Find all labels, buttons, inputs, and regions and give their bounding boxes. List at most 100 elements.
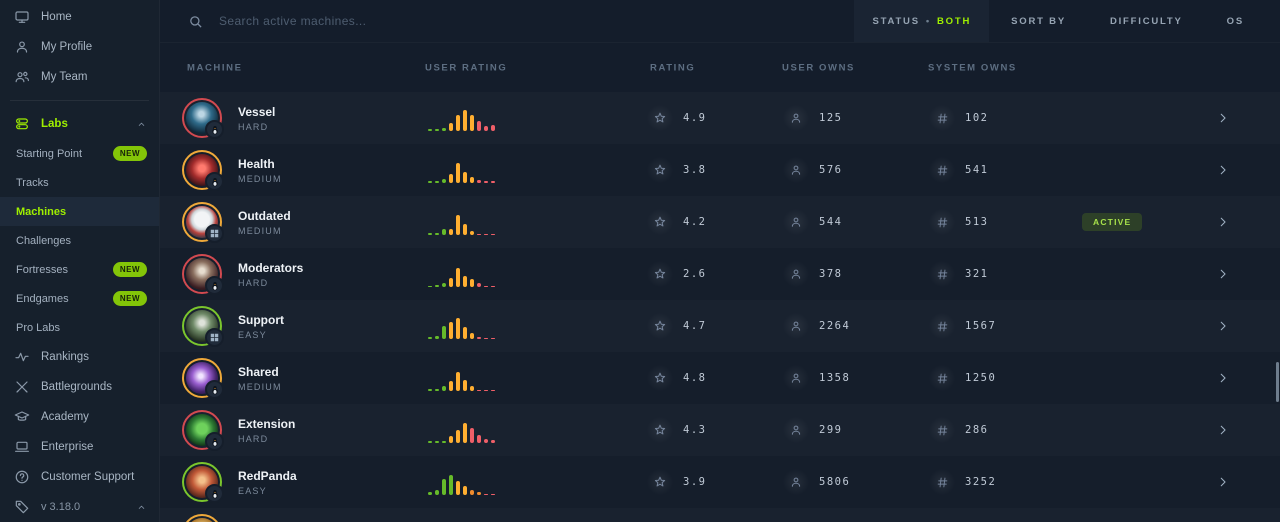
rating-bar (463, 276, 467, 287)
sidebar-item-home[interactable]: Home (0, 2, 159, 32)
rating-value: 3.8 (683, 164, 707, 176)
sidebar-item-machines[interactable]: Machines (0, 197, 159, 226)
rating-bar (484, 338, 488, 339)
filter-sort-by-button[interactable]: SORT BY (989, 0, 1088, 42)
user-rating-histogram (428, 105, 495, 131)
rating-bar (477, 180, 481, 183)
sidebar-item-fortresses[interactable]: Fortresses NEW (0, 255, 159, 284)
sidebar-item-my-profile[interactable]: My Profile (0, 32, 159, 62)
rating-bar (477, 390, 481, 391)
sidebar-item-label: Academy (41, 411, 89, 423)
filter-os-button[interactable]: OS (1205, 0, 1266, 42)
machine-difficulty: MEDIUM (238, 173, 282, 184)
sidebar-item-label: Machines (16, 205, 67, 218)
machine-row[interactable] (160, 508, 1280, 522)
chevron-right-icon[interactable] (1216, 371, 1230, 385)
sidebar-item-starting-point[interactable]: Starting Point NEW (0, 139, 159, 168)
chevron-right-icon[interactable] (1216, 215, 1230, 229)
sidebar-item-label: Tracks (16, 176, 49, 189)
star-icon (647, 469, 673, 495)
machine-row-moderators[interactable]: Moderators HARD 2.6 378 321 (160, 248, 1280, 300)
system-owns-value: 513 (965, 216, 989, 228)
user-owns-value: 299 (819, 424, 843, 436)
rating-bar (428, 286, 432, 287)
filter-status-button[interactable]: STATUS • BOTH (854, 0, 990, 42)
linux-os-badge (205, 120, 224, 139)
machine-difficulty: MEDIUM (238, 225, 282, 236)
sidebar-item-tracks[interactable]: Tracks (0, 168, 159, 197)
linux-os-badge (205, 276, 224, 295)
sidebar-item-customer-support[interactable]: Customer Support (0, 462, 159, 492)
sidebar-item-pro-labs[interactable]: Pro Labs (0, 313, 159, 342)
search-input[interactable] (217, 13, 541, 29)
new-badge: NEW (112, 262, 147, 277)
sidebar-item-my-team[interactable]: My Team (0, 62, 159, 92)
user-rating-histogram (428, 313, 495, 339)
sidebar-item-battlegrounds[interactable]: Battlegrounds (0, 372, 159, 402)
chevron-right-icon[interactable] (1216, 163, 1230, 177)
sidebar-item-label: Customer Support (41, 471, 135, 483)
sidebar-item-label: My Profile (41, 41, 93, 53)
star-icon (647, 365, 673, 391)
sidebar-item-v-3-18-0[interactable]: v 3.18.0 (0, 492, 159, 522)
scrollbar-thumb[interactable] (1276, 362, 1279, 402)
filter-separator: • (925, 15, 931, 27)
machine-difficulty: EASY (238, 485, 267, 496)
chevron-right-icon[interactable] (1216, 475, 1230, 489)
rating-bar (442, 326, 446, 339)
user-rating-histogram (428, 365, 495, 391)
rating-bar (428, 389, 432, 391)
user-owns-value: 5806 (819, 476, 851, 488)
machine-name: Outdated (238, 208, 291, 223)
machine-avatar (182, 196, 224, 248)
rating-bar (470, 231, 474, 235)
rating-bar (456, 372, 460, 391)
machine-row-health[interactable]: Health MEDIUM 3.8 576 541 (160, 144, 1280, 196)
rating-bar (442, 179, 446, 183)
machine-row-extension[interactable]: Extension HARD 4.3 299 286 (160, 404, 1280, 456)
hash-icon (929, 469, 955, 495)
machine-difficulty: HARD (238, 433, 269, 444)
person-icon (783, 157, 809, 183)
rating-bar (463, 486, 467, 495)
rating-bar (470, 490, 474, 495)
sidebar-item-endgames[interactable]: Endgames NEW (0, 284, 159, 313)
chevron-right-icon[interactable] (1216, 423, 1230, 437)
machine-row-redpanda[interactable]: RedPanda EASY 3.9 5806 3252 (160, 456, 1280, 508)
machine-avatar (182, 144, 224, 196)
sidebar-item-labs[interactable]: Labs (0, 109, 159, 139)
machine-row-outdated[interactable]: Outdated MEDIUM 4.2 544 513 ACTIVE (160, 196, 1280, 248)
machine-row-shared[interactable]: Shared MEDIUM 4.8 1358 1250 (160, 352, 1280, 404)
machine-row-support[interactable]: Support EASY 4.7 2264 1567 (160, 300, 1280, 352)
filter-difficulty-button[interactable]: DIFFICULTY (1088, 0, 1205, 42)
filter-value: BOTH (937, 15, 972, 27)
rating-bar (484, 234, 488, 235)
sidebar-item-label: Rankings (41, 351, 89, 363)
machine-name: Vessel (238, 104, 276, 119)
sidebar-item-challenges[interactable]: Challenges (0, 226, 159, 255)
rating-bar (428, 441, 432, 443)
rating-bar (491, 234, 495, 235)
rating-bar (491, 440, 495, 443)
system-owns-value: 1250 (965, 372, 997, 384)
system-owns-value: 3252 (965, 476, 997, 488)
difficulty-ring (182, 358, 222, 398)
column-header-user-owns: USER OWNS (782, 62, 855, 73)
rating-bar (442, 386, 446, 391)
rating-bar (449, 381, 453, 391)
machines-table: Vessel HARD 4.9 125 102 Health MED (160, 92, 1280, 522)
chevron-right-icon[interactable] (1216, 319, 1230, 333)
rating-bar (484, 181, 488, 183)
sidebar-item-academy[interactable]: Academy (0, 402, 159, 432)
user-rating-histogram (428, 261, 495, 287)
sidebar-item-enterprise[interactable]: Enterprise (0, 432, 159, 462)
linux-os-badge (205, 432, 224, 451)
machine-row-vessel[interactable]: Vessel HARD 4.9 125 102 (160, 92, 1280, 144)
chevron-right-icon[interactable] (1216, 267, 1230, 281)
linux-os-badge (205, 380, 224, 399)
rating-value: 4.8 (683, 372, 707, 384)
chevron-right-icon[interactable] (1216, 111, 1230, 125)
filter-label: STATUS (872, 15, 920, 27)
sidebar-item-rankings[interactable]: Rankings (0, 342, 159, 372)
linux-os-badge (205, 484, 224, 503)
